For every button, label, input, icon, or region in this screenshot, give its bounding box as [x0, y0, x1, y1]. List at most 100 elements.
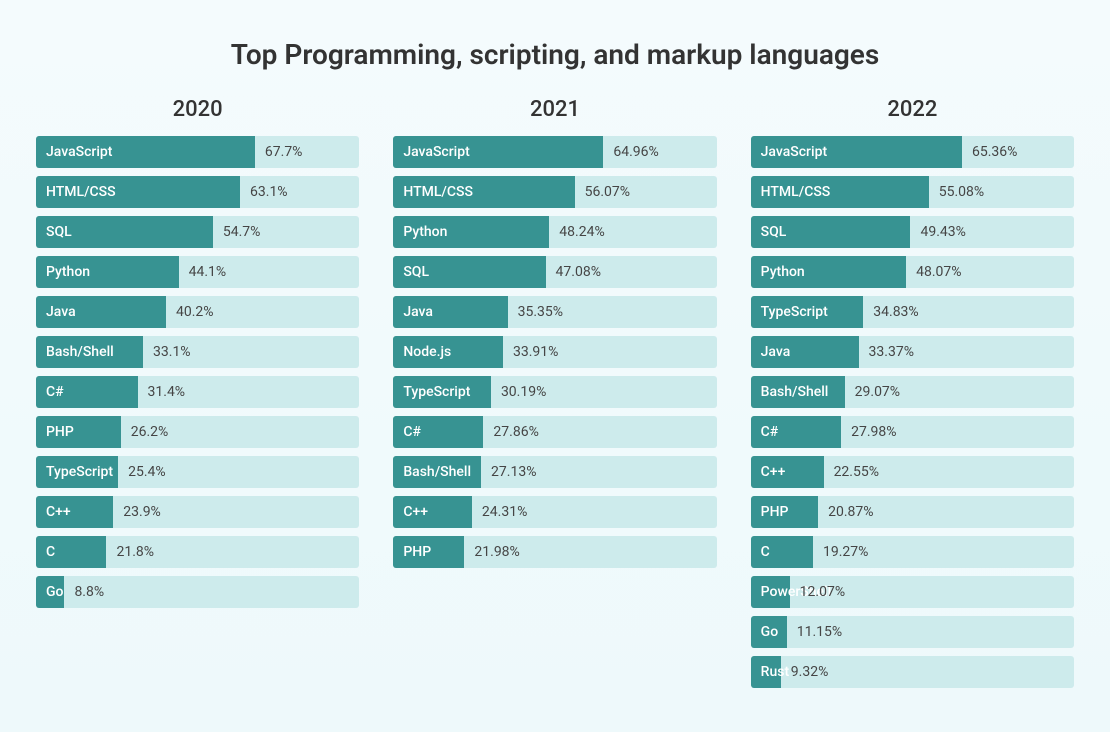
bar-value: 55.08% — [939, 184, 984, 200]
year-heading: 2021 — [393, 97, 716, 122]
bar-label: Python — [403, 224, 447, 240]
bar-row: Node.js 33.91% — [393, 336, 716, 368]
bar-row: Java33.37% — [751, 336, 1074, 368]
bar-value: 30.19% — [501, 384, 546, 400]
bar-label: PHP — [761, 504, 789, 520]
bar-row: C#27.98% — [751, 416, 1074, 448]
bar-value: 33.91% — [513, 344, 558, 360]
bar-label: Go — [761, 624, 778, 640]
bar-row: Bash/Shell33.1% — [36, 336, 359, 368]
bar-row: SQL 54.7% — [36, 216, 359, 248]
bar-row: TypeScript 30.19% — [393, 376, 716, 408]
bar-label: C++ — [46, 504, 71, 520]
bar-label: HTML/CSS — [46, 184, 116, 200]
bar-label: Rust — [761, 664, 789, 680]
bar-row: Bash/Shell 27.13% — [393, 456, 716, 488]
bar-row: Rust9.32% — [751, 656, 1074, 688]
bar-label: C++ — [403, 504, 428, 520]
bar-value: 67.7% — [265, 144, 303, 160]
bar-value: 47.08% — [556, 264, 601, 280]
bar-label: HTML/CSS — [761, 184, 831, 200]
bar-value: 34.83% — [873, 304, 918, 320]
bar-value: 48.07% — [916, 264, 961, 280]
bar-label: Node.js — [403, 344, 451, 360]
bar-value: 49.43% — [920, 224, 965, 240]
bar-value: 24.31% — [482, 504, 527, 520]
bar-row: Go 8.8% — [36, 576, 359, 608]
bar-value: 19.27% — [823, 544, 868, 560]
bar-value: 40.2% — [176, 304, 214, 320]
bar-row: C++ 24.31% — [393, 496, 716, 528]
bar-label: C# — [403, 424, 421, 440]
bar-value: 21.98% — [474, 544, 519, 560]
bar-value: 44.1% — [189, 264, 227, 280]
bar-row: Java 40.2% — [36, 296, 359, 328]
bar-label: Python — [46, 264, 90, 280]
bar-row: TypeScript 25.4% — [36, 456, 359, 488]
bar-label: TypeScript — [46, 464, 113, 480]
bar-value: 27.86% — [493, 424, 538, 440]
bar-label: TypeScript — [761, 304, 828, 320]
bar-value: 11.15% — [797, 624, 842, 640]
bar-row: JavaScript65.36% — [751, 136, 1074, 168]
bar-label: HTML/CSS — [403, 184, 473, 200]
bar-row: PHP 21.98% — [393, 536, 716, 568]
bar-row: PHP 26.2% — [36, 416, 359, 448]
bar-value: 23.9% — [123, 504, 161, 520]
bar-value: 9.32% — [791, 664, 829, 680]
bar-label: C++ — [761, 464, 786, 480]
bar-row: PowerShell12.07% — [751, 576, 1074, 608]
bar-label: C — [761, 544, 770, 560]
bar-value: 64.96% — [613, 144, 658, 160]
bar-label: Python — [761, 264, 805, 280]
bar-row: C 19.27% — [751, 536, 1074, 568]
bar-row: Bash/Shell29.07% — [751, 376, 1074, 408]
bar-label: Bash/Shell — [403, 464, 471, 480]
bar-label: Java — [46, 304, 76, 320]
bar-label: SQL — [46, 224, 72, 240]
bar-row: HTML/CSS 55.08% — [751, 176, 1074, 208]
bar-row: TypeScript 34.83% — [751, 296, 1074, 328]
bar-row: C++ 22.55% — [751, 456, 1074, 488]
bar-row: JavaScript64.96% — [393, 136, 716, 168]
bar-value: 22.55% — [834, 464, 879, 480]
year-columns: 2020 JavaScript 67.7% HTML/CSS 63.1% SQL 54.7%… — [36, 97, 1074, 696]
bar-row: Python 48.07% — [751, 256, 1074, 288]
chart-container: Top Programming, scripting, and markup l… — [0, 0, 1110, 696]
bar-label: Bash/Shell — [761, 384, 829, 400]
bar-label: Java — [761, 344, 791, 360]
year-column: 2021 JavaScript64.96% HTML/CSS 56.07% Python… — [393, 97, 716, 696]
bar-value: 54.7% — [223, 224, 261, 240]
bar-value: 65.36% — [972, 144, 1017, 160]
year-heading: 2020 — [36, 97, 359, 122]
bar-label: PHP — [403, 544, 431, 560]
bar-row: PHP20.87% — [751, 496, 1074, 528]
bar-row: JavaScript 67.7% — [36, 136, 359, 168]
bar-value: 27.13% — [491, 464, 536, 480]
bar-row: Go 11.15% — [751, 616, 1074, 648]
bar-label: Go — [46, 584, 63, 600]
bar-label: C# — [46, 384, 64, 400]
bar-row: Java35.35% — [393, 296, 716, 328]
bar-label: JavaScript — [46, 144, 112, 160]
bar-row: HTML/CSS 63.1% — [36, 176, 359, 208]
bar-label: C# — [761, 424, 779, 440]
bar-row: C# 27.86% — [393, 416, 716, 448]
bar-value: 35.35% — [518, 304, 563, 320]
bar-value: 63.1% — [250, 184, 288, 200]
bar-label: PHP — [46, 424, 74, 440]
bar-value: 56.07% — [585, 184, 630, 200]
bar-row: SQL47.08% — [393, 256, 716, 288]
bar-label: TypeScript — [403, 384, 470, 400]
bar-value: 26.2% — [131, 424, 169, 440]
bar-row: Python 44.1% — [36, 256, 359, 288]
chart-title: Top Programming, scripting, and markup l… — [36, 0, 1074, 97]
bar-value: 25.4% — [128, 464, 166, 480]
year-heading: 2022 — [751, 97, 1074, 122]
bar-row: C 21.8% — [36, 536, 359, 568]
bar-label: C — [46, 544, 55, 560]
bar-value: 8.8% — [74, 584, 104, 600]
bar-row: C++ 23.9% — [36, 496, 359, 528]
bar-value: 33.1% — [153, 344, 191, 360]
bar-value: 21.8% — [116, 544, 154, 560]
